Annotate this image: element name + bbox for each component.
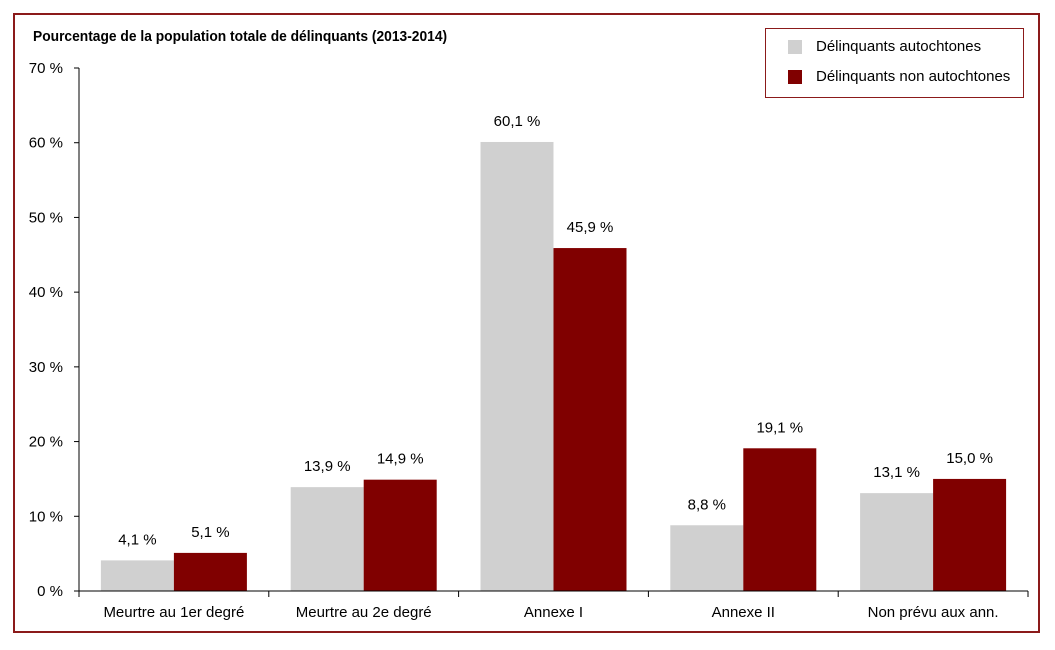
legend-item-autochtones: Délinquants autochtones	[788, 38, 981, 55]
category-label-0: Meurtre au 1er degré	[103, 604, 244, 621]
data-label-s1-c1: 14,9 %	[377, 451, 424, 468]
legend-label-non-autochtones: Délinquants non autochtones	[816, 68, 1011, 85]
data-label-s0-c1: 13,9 %	[304, 458, 351, 475]
data-label-s0-c4: 13,1 %	[873, 464, 920, 481]
category-label-4: Non prévu aux ann.	[868, 604, 999, 621]
legend-swatch-non-autochtones	[788, 69, 802, 84]
bar-s1-c3	[743, 448, 817, 591]
legend-swatch-autochtones	[788, 39, 802, 54]
y-tick-label-7: 70 %	[29, 60, 63, 77]
category-label-2: Annexe I	[524, 604, 583, 621]
y-tick-label-4: 40 %	[29, 284, 63, 301]
data-label-s1-c3: 19,1 %	[756, 419, 803, 436]
data-label-s0-c3: 8,8 %	[688, 496, 726, 513]
bar-s1-c1	[363, 479, 437, 591]
bar-s0-c2	[480, 141, 554, 591]
y-tick-label-2: 20 %	[29, 434, 63, 451]
bar-s0-c1	[290, 487, 364, 591]
labels-layer: 4,1 % 5,1 % Meurtre au 1er degré 13,9 % 14,9…	[29, 60, 999, 621]
bar-s0-c0	[100, 560, 174, 591]
category-label-3: Annexe II	[712, 604, 775, 621]
data-label-s0-c2: 60,1 %	[494, 113, 541, 130]
bar-s1-c0	[173, 552, 247, 591]
bars-layer	[100, 141, 1007, 591]
legend-item-non-autochtones: Délinquants non autochtones	[788, 68, 1010, 85]
legend: Délinquants autochtones Délinquants non …	[765, 28, 1024, 98]
chart-title: Pourcentage de la population totale de d…	[33, 28, 448, 45]
data-label-s1-c0: 5,1 %	[191, 524, 229, 541]
bar-s0-c4	[860, 493, 934, 591]
y-tick-label-3: 30 %	[29, 359, 63, 376]
y-tick-label-0: 0 %	[37, 583, 63, 600]
data-label-s1-c4: 15,0 %	[946, 450, 993, 467]
y-tick-label-5: 50 %	[29, 209, 63, 226]
y-tick-label-1: 10 %	[29, 508, 63, 525]
axis-layer	[74, 67, 1029, 597]
bar-s0-c3	[670, 525, 744, 591]
data-label-s0-c0: 4,1 %	[118, 531, 156, 548]
data-label-s1-c2: 45,9 %	[567, 219, 614, 236]
legend-label-autochtones: Délinquants autochtones	[816, 38, 982, 55]
bar-s1-c2	[553, 248, 627, 591]
bar-s1-c4	[933, 478, 1007, 591]
chart-frame	[13, 13, 1040, 633]
category-label-1: Meurtre au 2e degré	[296, 604, 432, 621]
y-tick-label-6: 60 %	[29, 135, 63, 152]
